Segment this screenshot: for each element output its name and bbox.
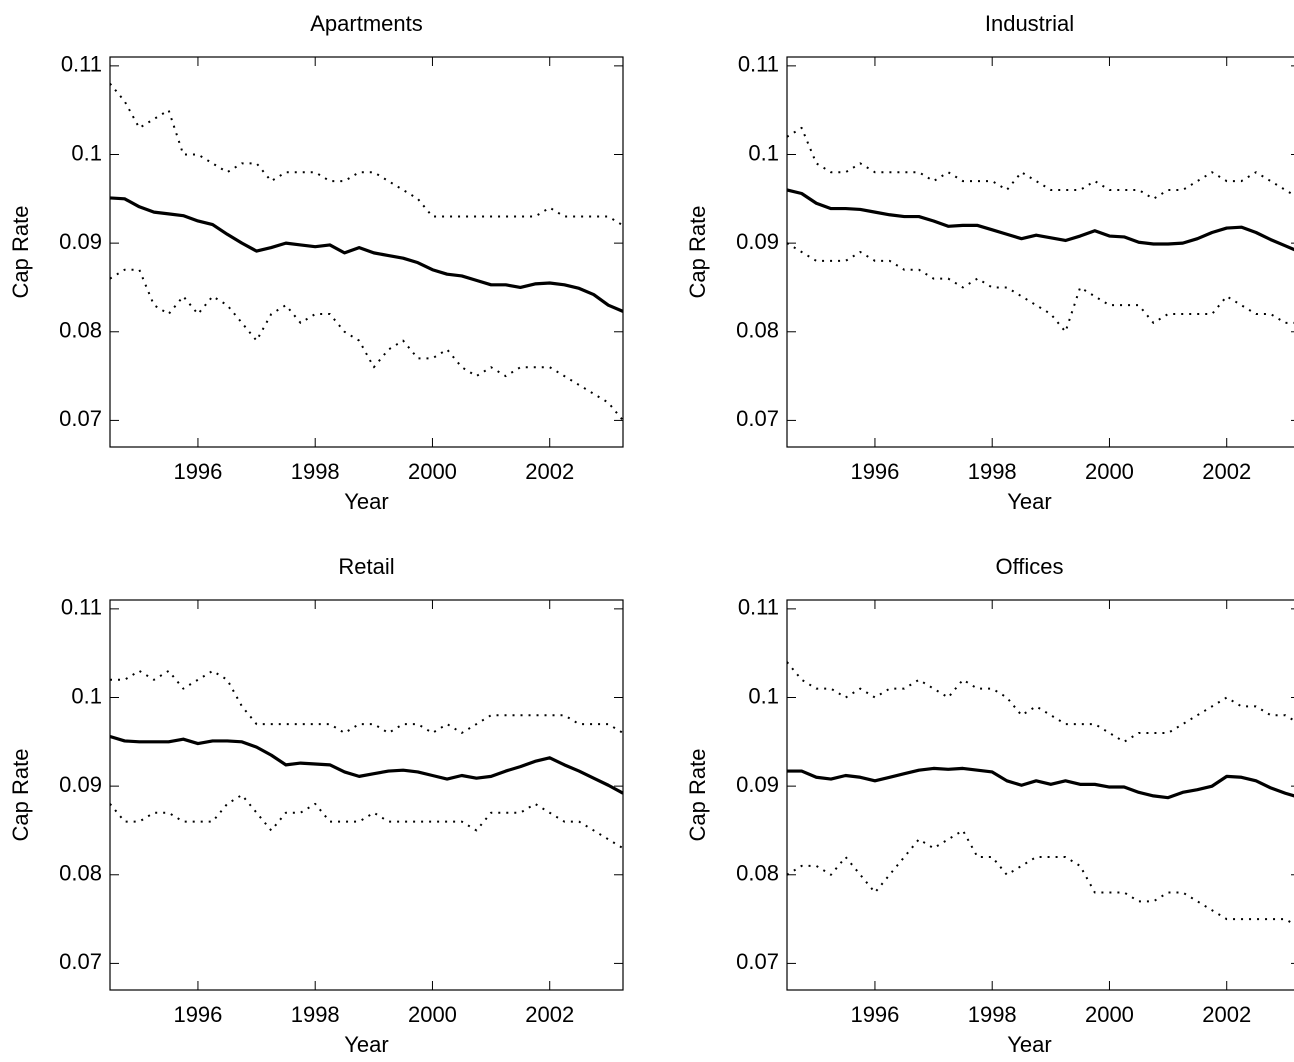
y-tick-label: 0.09: [59, 229, 102, 254]
y-tick-label: 0.07: [736, 949, 779, 974]
subplot-title: Retail: [338, 554, 394, 579]
axes-box: [786, 599, 1294, 991]
y-tick-label: 0.07: [59, 949, 102, 974]
median-line: [787, 766, 1294, 800]
x-axis-label: Year: [1007, 489, 1051, 514]
x-tick-label: 1998: [968, 459, 1017, 484]
x-tick-label: 2002: [525, 1002, 574, 1027]
plot-lines: [110, 82, 623, 422]
x-tick-label: 1998: [968, 1002, 1017, 1027]
y-tick-label: 0.11: [61, 52, 102, 77]
x-tick-label: 1996: [173, 459, 222, 484]
y-axis-label: Cap Rate: [8, 206, 33, 299]
y-tick-label: 0.1: [748, 683, 779, 708]
x-tick-label: 1996: [850, 459, 899, 484]
y-tick-label: 0.11: [61, 595, 102, 620]
y-tick-label: 0.1: [71, 683, 102, 708]
subplot: Industrial Year Cap Rate 0.07 0.08 0.09 0.1 0.1…: [685, 11, 1294, 514]
y-tick-label: 0.07: [736, 406, 779, 431]
y-tick-label: 0.07: [59, 406, 102, 431]
x-axis-label: Year: [344, 489, 388, 514]
axes-box: [786, 56, 1294, 448]
x-tick-label: 1998: [291, 459, 340, 484]
subplot-title: Industrial: [985, 11, 1074, 36]
plot-lines: [787, 126, 1294, 333]
y-tick-label: 0.09: [59, 772, 102, 797]
x-tick-label: 2000: [1085, 459, 1134, 484]
x-tick-label: 2000: [408, 1002, 457, 1027]
median-line: [110, 196, 623, 313]
y-tick-label: 0.08: [59, 861, 102, 886]
x-tick-label: 1996: [173, 1002, 222, 1027]
x-tick-label: 2002: [1202, 459, 1251, 484]
axes-box: [109, 56, 624, 448]
subplot: Apartments Year Cap Rate 0.07 0.08 0.09 0.1 0.1…: [8, 11, 624, 514]
band-line: [110, 794, 623, 850]
x-tick-label: 2002: [525, 459, 574, 484]
band-line: [787, 661, 1294, 743]
subplot-title: Offices: [995, 554, 1063, 579]
y-tick-label: 0.1: [748, 140, 779, 165]
y-axis-label: Cap Rate: [685, 749, 710, 842]
y-tick-label: 0.08: [59, 318, 102, 343]
y-tick-label: 0.09: [736, 772, 779, 797]
x-tick-label: 2000: [1085, 1002, 1134, 1027]
y-tick-label: 0.08: [736, 318, 779, 343]
band-line: [110, 82, 623, 227]
y-tick-label: 0.08: [736, 861, 779, 886]
y-axis-label: Cap Rate: [685, 206, 710, 299]
band-line: [787, 829, 1294, 926]
median-line: [787, 188, 1294, 252]
band-line: [787, 242, 1294, 333]
subplot: Retail Year Cap Rate 0.07 0.08 0.09 0.1 0.11 199…: [8, 554, 624, 1057]
subplot: Offices Year Cap Rate 0.07 0.08 0.09 0.1 0.11 19…: [685, 554, 1294, 1057]
plot-lines: [787, 661, 1294, 926]
band-line: [787, 126, 1294, 200]
band-line: [110, 669, 623, 734]
x-axis-label: Year: [344, 1032, 388, 1057]
x-tick-label: 2002: [1202, 1002, 1251, 1027]
axes-box: [109, 599, 624, 991]
x-tick-label: 1996: [850, 1002, 899, 1027]
band-line: [110, 268, 623, 422]
subplot-title: Apartments: [310, 11, 423, 36]
y-tick-label: 0.11: [738, 52, 779, 77]
x-tick-label: 2000: [408, 459, 457, 484]
x-tick-label: 1998: [291, 1002, 340, 1027]
median-line: [110, 734, 623, 795]
y-tick-label: 0.09: [736, 229, 779, 254]
y-axis-label: Cap Rate: [8, 749, 33, 842]
y-tick-label: 0.11: [738, 595, 779, 620]
y-tick-label: 0.1: [71, 140, 102, 165]
x-axis-label: Year: [1007, 1032, 1051, 1057]
plot-lines: [110, 669, 623, 850]
